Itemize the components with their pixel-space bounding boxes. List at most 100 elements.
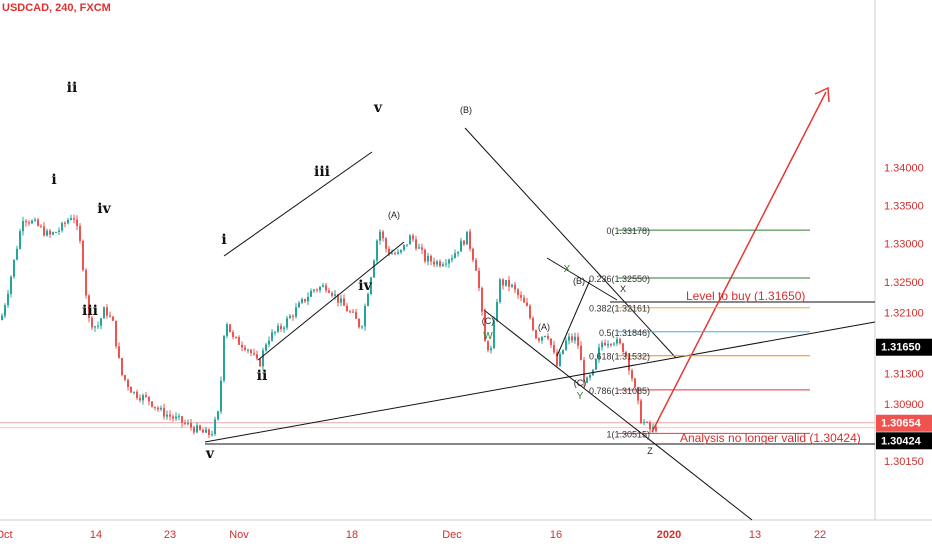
- wave-label: (A): [538, 322, 550, 332]
- wave-label: v: [373, 100, 383, 116]
- x-tick-label: 14: [90, 529, 102, 541]
- candle-body: [16, 248, 18, 260]
- candle-body: [46, 230, 48, 236]
- candle-body: [25, 221, 27, 223]
- candle-body: [586, 377, 588, 383]
- candle-body: [379, 231, 381, 241]
- candle-body: [385, 238, 387, 249]
- price-badge: [876, 432, 932, 450]
- candle-body: [580, 345, 582, 361]
- wave-label: (A): [388, 210, 400, 220]
- wave-label: X: [620, 284, 626, 294]
- price-badge: [876, 414, 932, 432]
- y-tick-label: 1.34000: [884, 162, 924, 174]
- fib-label: 0.786(1.31085): [589, 386, 650, 396]
- candle-body: [79, 226, 81, 241]
- candle-body: [142, 395, 144, 401]
- candle-body: [364, 305, 366, 327]
- candle-body: [340, 298, 342, 303]
- candle-body: [400, 249, 402, 253]
- candle-body: [40, 225, 42, 227]
- x-tick-label: 2020: [657, 529, 681, 541]
- wave-label: v: [205, 446, 215, 462]
- candle-body: [34, 219, 36, 221]
- candle-body: [337, 294, 339, 303]
- candle-body: [466, 231, 468, 245]
- candle-body: [451, 258, 453, 260]
- candle-body: [223, 335, 225, 381]
- candle-body: [634, 378, 636, 388]
- candle-body: [481, 287, 483, 312]
- candle-body: [286, 318, 288, 328]
- candle-body: [583, 360, 585, 383]
- candle-body: [550, 338, 552, 346]
- candle-body: [85, 269, 87, 296]
- candle-body: [313, 289, 315, 291]
- candle-body: [520, 295, 522, 298]
- candle-body: [277, 325, 279, 332]
- x-tick-label: 22: [814, 529, 826, 541]
- candle-body: [172, 416, 174, 419]
- candle-body: [94, 326, 96, 328]
- candle-body: [157, 407, 159, 410]
- y-tick-label: 1.30900: [884, 399, 924, 411]
- candle-body: [421, 247, 423, 250]
- candle-body: [298, 302, 300, 308]
- wave-label: Z: [647, 446, 653, 456]
- candle-body: [283, 327, 285, 330]
- wave-label: X: [564, 264, 571, 275]
- wave-label: (C): [482, 316, 495, 326]
- y-tick-label: 1.32500: [884, 277, 924, 289]
- x-tick-label: 23: [164, 529, 176, 541]
- candle-body: [247, 349, 249, 351]
- candle-body: [37, 219, 39, 226]
- wave-label: iv: [97, 201, 111, 217]
- y-tick-label: 1.31300: [884, 368, 924, 380]
- candle-body: [241, 344, 243, 348]
- candle-body: [625, 352, 627, 356]
- candle-body: [121, 357, 123, 376]
- candle-body: [415, 239, 417, 249]
- candle-body: [190, 423, 192, 428]
- candle-body: [328, 290, 330, 293]
- candle-body: [268, 340, 270, 345]
- candle-body: [556, 352, 558, 366]
- fib-label: 1(1.30515): [606, 429, 650, 439]
- candle-body: [289, 315, 291, 319]
- candle-body: [541, 336, 543, 341]
- candle-body: [274, 331, 276, 333]
- candle-body: [526, 302, 528, 306]
- candle-body: [511, 284, 513, 287]
- candle-body: [355, 312, 357, 319]
- wave-label: ii: [67, 80, 78, 96]
- wave-label: W: [483, 331, 493, 342]
- candle-body: [469, 231, 471, 249]
- candle-body: [253, 353, 255, 355]
- wave-label: iv: [358, 278, 372, 294]
- candle-body: [499, 279, 501, 302]
- candle-body: [622, 343, 624, 353]
- candle-body: [559, 354, 561, 366]
- candle-body: [637, 387, 639, 401]
- candle-body: [133, 391, 135, 393]
- wave-label: (B): [460, 105, 472, 115]
- x-tick-label: 18: [346, 529, 358, 541]
- candle-body: [187, 423, 189, 425]
- candle-body: [505, 279, 507, 286]
- candle-body: [616, 339, 618, 344]
- candle-body: [655, 426, 657, 432]
- candle-body: [43, 226, 45, 236]
- candle-body: [91, 317, 93, 328]
- candle-body: [211, 434, 213, 436]
- candle-body: [154, 406, 156, 408]
- candle-body: [349, 311, 351, 313]
- candle-body: [196, 425, 198, 433]
- candle-body: [610, 344, 612, 346]
- y-tick-label: 1.33000: [884, 239, 924, 251]
- candle-body: [652, 426, 654, 430]
- price-badge-label: 1.30424: [881, 435, 922, 447]
- candle-body: [325, 285, 327, 291]
- candle-body: [4, 305, 6, 316]
- candle-body: [217, 411, 219, 420]
